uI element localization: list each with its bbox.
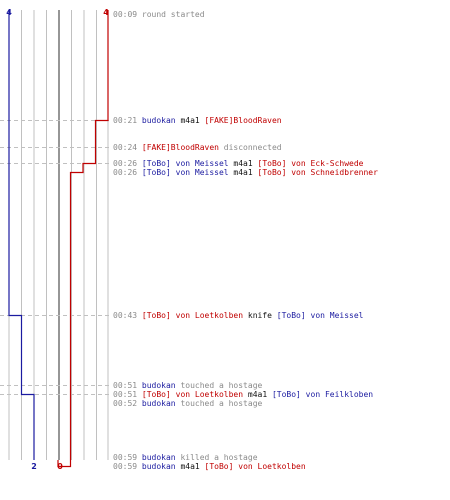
event-action: touched a hostage: [175, 381, 263, 390]
player-name: budokan: [141, 453, 176, 462]
event-row: 00:09 round started: [113, 10, 205, 19]
event-time: 00:52: [113, 399, 142, 408]
event-action: round started: [141, 10, 205, 19]
event-time: 00:43: [113, 311, 142, 320]
event-weapon: m4a1: [243, 390, 272, 399]
event-row: 00:51 [ToBo] von Loetkolben m4a1 [ToBo] …: [113, 390, 373, 399]
event-weapon: m4a1: [175, 462, 205, 471]
red-team-alive-line: [57, 10, 109, 468]
event-action: disconnected: [218, 143, 282, 152]
player-name: [ToBo] von Meissel: [276, 311, 364, 320]
event-weapon: m4a1: [175, 116, 205, 125]
event-action: touched a hostage: [175, 399, 263, 408]
event-time: 00:26: [113, 168, 142, 177]
event-time: 00:59: [113, 462, 142, 471]
event-time: 00:09: [113, 10, 142, 19]
event-time: 00:51: [113, 381, 142, 390]
event-row: 00:26 [ToBo] von Meissel m4a1 [ToBo] von…: [113, 159, 363, 168]
event-time: 00:51: [113, 390, 142, 399]
player-name: budokan: [141, 116, 176, 125]
player-name: [ToBo] von Schneidbrenner: [257, 168, 378, 177]
event-weapon: m4a1: [228, 159, 258, 168]
event-row: 00:43 [ToBo] von Loetkolben knife [ToBo]…: [113, 311, 363, 320]
round-timeline-graph: 4 4 2 0: [0, 8, 112, 471]
event-time: 00:24: [113, 143, 142, 152]
player-name: [ToBo] von Loetkolben: [204, 462, 306, 471]
event-row: 00:21 budokan m4a1 [FAKE]BloodRaven: [113, 116, 282, 125]
event-time: 00:26: [113, 159, 142, 168]
timeline-grid: [8, 10, 109, 460]
red-end-count: 0: [57, 462, 63, 471]
event-row: 00:26 [ToBo] von Meissel m4a1 [ToBo] von…: [113, 168, 378, 177]
player-name: [ToBo] von Meissel: [141, 159, 229, 168]
player-name: [ToBo] von Eck-Schwede: [257, 159, 364, 168]
blue-end-count: 2: [31, 462, 37, 471]
event-row: 00:51 budokan touched a hostage: [113, 381, 262, 390]
event-row: 00:59 budokan m4a1 [ToBo] von Loetkolben: [113, 462, 306, 471]
event-row: 00:24 [FAKE]BloodRaven disconnected: [113, 143, 282, 152]
event-time: 00:21: [113, 116, 142, 125]
player-name: [FAKE]BloodRaven: [204, 116, 282, 125]
player-name: [ToBo] von Loetkolben: [141, 390, 244, 399]
player-name: budokan: [141, 381, 176, 390]
player-name: [ToBo] von Meissel: [141, 168, 229, 177]
event-row: 00:59 budokan killed a hostage: [113, 453, 258, 462]
event-action: killed a hostage: [175, 453, 258, 462]
player-name: [FAKE]BloodRaven: [141, 143, 219, 152]
player-name: budokan: [141, 399, 176, 408]
blue-start-count: 4: [6, 8, 12, 17]
event-row: 00:52 budokan touched a hostage: [113, 399, 262, 408]
player-name: [ToBo] von Loetkolben: [141, 311, 244, 320]
event-weapon: knife: [243, 311, 277, 320]
red-start-count: 4: [103, 8, 109, 17]
event-weapon: m4a1: [228, 168, 258, 177]
event-guides: [0, 120, 112, 395]
blue-team-alive-line: [8, 10, 35, 460]
player-name: budokan: [141, 462, 176, 471]
player-name: [ToBo] von Feilkloben: [271, 390, 374, 399]
event-time: 00:59: [113, 453, 142, 462]
